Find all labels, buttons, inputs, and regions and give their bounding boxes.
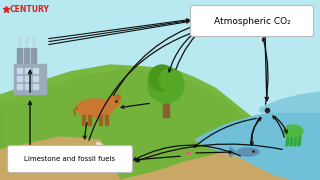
Ellipse shape: [84, 146, 92, 150]
Bar: [17, 76, 22, 81]
Ellipse shape: [96, 143, 104, 147]
Bar: [31, 48, 36, 64]
Bar: [17, 48, 22, 64]
Bar: [33, 84, 38, 89]
FancyBboxPatch shape: [190, 6, 314, 37]
Polygon shape: [0, 70, 320, 180]
Polygon shape: [195, 112, 320, 180]
Ellipse shape: [76, 99, 114, 117]
Bar: [99, 115, 102, 125]
Bar: [33, 68, 38, 73]
Text: Atmospheric CO₂: Atmospheric CO₂: [214, 17, 290, 26]
Bar: [82, 115, 85, 125]
Text: Limestone and fossil fuels: Limestone and fossil fuels: [25, 156, 116, 162]
Polygon shape: [0, 137, 320, 180]
FancyBboxPatch shape: [7, 145, 132, 172]
Bar: [88, 115, 91, 125]
Bar: [25, 76, 30, 81]
Bar: [33, 76, 38, 81]
Text: CENTURY: CENTURY: [10, 4, 50, 14]
Circle shape: [159, 69, 181, 91]
Polygon shape: [260, 92, 320, 112]
Ellipse shape: [283, 125, 303, 137]
Ellipse shape: [116, 95, 121, 99]
Bar: [163, 95, 169, 117]
Bar: [25, 84, 30, 89]
Bar: [14, 64, 46, 94]
Bar: [17, 68, 22, 73]
Bar: [24, 48, 29, 64]
Bar: [105, 115, 108, 125]
Bar: [17, 84, 22, 89]
Ellipse shape: [106, 96, 120, 107]
Circle shape: [148, 67, 184, 103]
Polygon shape: [0, 65, 320, 180]
Ellipse shape: [237, 148, 259, 156]
Bar: [25, 68, 30, 73]
Circle shape: [149, 65, 175, 91]
Polygon shape: [230, 147, 236, 157]
